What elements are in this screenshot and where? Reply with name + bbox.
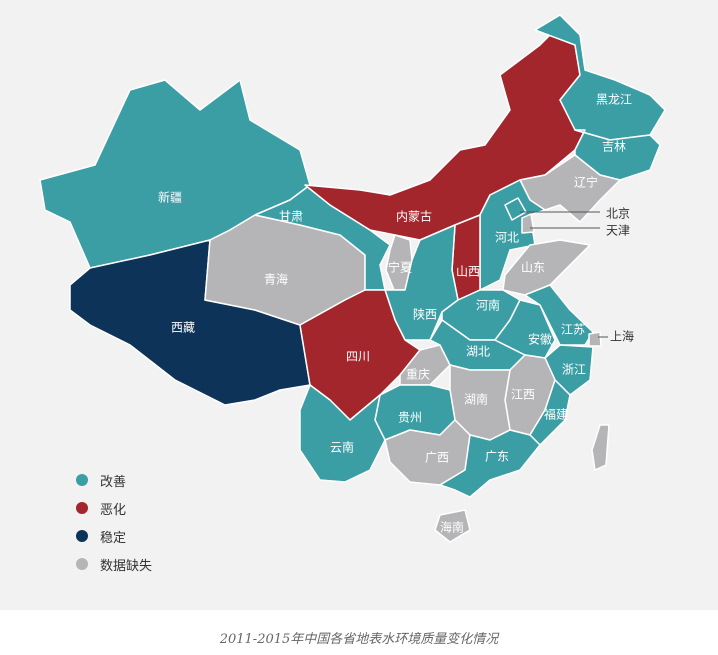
province-label-fujian: 福建 [544,407,568,422]
province-label-guizhou: 贵州 [398,411,422,425]
map-panel: 新疆西藏 青海 甘肃 内蒙古 黑龙江吉林辽宁河北 北京天津山西 山东 宁夏陕西 河南四川重庆 湖北… [0,0,718,610]
legend-dot [76,474,88,486]
province-label-heilongjiang: 黑龙江 [596,93,632,107]
province-shanghai [588,331,602,347]
province-label-yunnan: 云南 [330,440,354,455]
legend-item-worsened: 恶化 [76,494,152,522]
province-label-hebei: 河北 [495,231,519,245]
province-label-guangdong: 广东 [485,450,509,464]
province-label-shandong: 山东 [521,261,545,275]
province-label-inner-mongolia: 内蒙古 [396,209,432,224]
province-label-jilin: 吉林 [602,140,626,154]
province-label-qinghai: 青海 [264,272,288,287]
province-label-beijing: 北京 [606,207,630,221]
figure-caption: 2011-2015年中国各省地表水环境质量变化情况 [219,632,499,647]
province-taiwan [591,424,610,471]
province-label-tibet: 西藏 [171,321,195,335]
legend-dot [76,502,88,514]
legend-item-stable: 稳定 [76,522,152,550]
province-label-ningxia: 宁夏 [388,260,412,275]
province-heilongjiang [534,14,666,141]
province-label-guangxi: 广西 [425,451,449,465]
province-shandong [502,239,591,296]
province-tianjin [521,213,535,234]
legend-dot [76,558,88,570]
province-label-hunan: 湖南 [464,392,488,407]
province-label-gansu: 甘肃 [279,210,303,224]
province-label-hainan: 海南 [440,520,464,535]
province-label-hubei: 湖北 [466,344,490,359]
province-label-shanxi: 山西 [456,265,480,279]
legend-label: 恶化 [100,502,127,518]
legend-item-improved: 改善 [76,466,152,494]
province-label-liaoning: 辽宁 [574,175,598,190]
province-tibet [69,239,311,406]
province-yunnan [299,384,386,483]
legend-label: 数据缺失 [100,558,153,574]
province-label-jiangsu: 江苏 [561,323,585,337]
province-label-xinjiang: 新疆 [158,190,182,205]
province-label-sichuan: 四川 [346,350,370,364]
province-label-jiangxi: 江西 [511,388,535,402]
legend-item-missing: 数据缺失 [76,550,152,578]
province-hainan [434,509,471,543]
legend-dot [76,530,88,542]
province-label-zhejiang: 浙江 [562,363,586,377]
province-label-shanghai: 上海 [610,329,634,344]
province-shaanxi [384,224,459,341]
legend: 改善 恶化 稳定 数据缺失 [76,466,152,578]
province-anhui [494,299,556,359]
legend-label: 改善 [100,474,127,490]
province-label-tianjin: 天津 [606,224,630,238]
legend-label: 稳定 [100,530,127,546]
province-label-shaanxi: 陕西 [413,307,437,322]
province-label-henan: 河南 [476,298,500,313]
province-label-chongqing: 重庆 [406,368,430,382]
province-guangdong [439,429,541,498]
province-label-anhui: 安徽 [528,332,552,347]
